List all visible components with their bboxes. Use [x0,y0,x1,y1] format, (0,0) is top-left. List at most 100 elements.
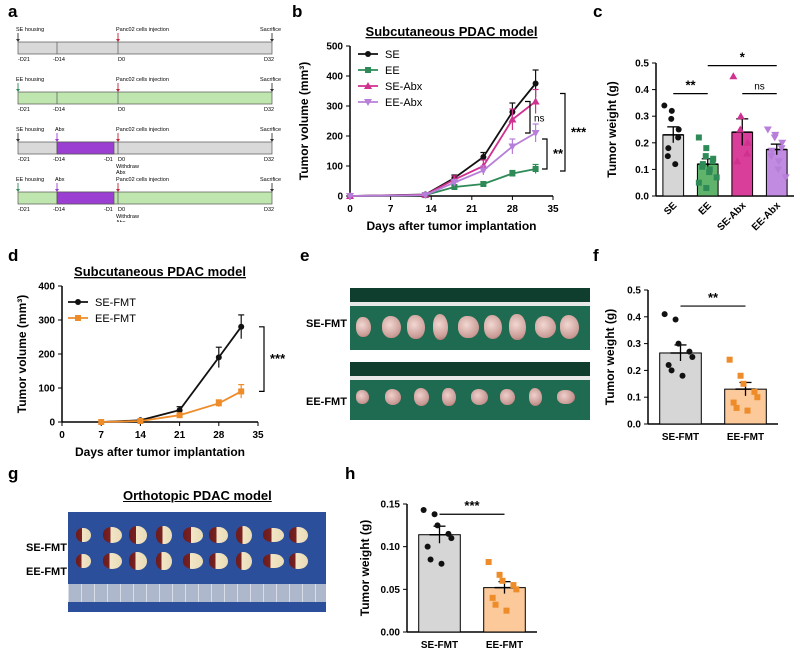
label-withdraw-abx: Abx [116,220,126,222]
timeline-bar [17,141,273,155]
data-point [508,143,517,151]
panel-label-g: g [8,464,19,483]
bar-group-ee-fmt [483,559,526,633]
data-point [421,192,430,200]
sig-se-ee: ** [685,78,696,93]
data-point [431,511,438,518]
x-tick-label: 35 [252,430,264,441]
tumor-row-g-se [76,525,316,546]
legend-marker [364,82,372,89]
tumor-sample [384,389,402,405]
data-point [672,316,679,323]
data-point [510,582,517,589]
tumor-photo-e: SE-FMT EE-FMT [298,270,593,430]
y-tick-label: 100 [326,162,343,173]
x-tick-label: SE [662,200,679,217]
tumor-sample [356,389,369,405]
label-injection: Panc02 cells injection [116,27,169,33]
x-tick-label: 14 [426,204,438,215]
y-tick-label: 200 [38,350,55,361]
data-point [424,543,431,550]
data-point [532,80,539,87]
x-axis-label: Days after tumor implantation [75,445,245,459]
bar-chart-f: 0.0 0.1 0.2 0.3 0.4 0.5 Tumor weight (g) SE-FMT… [603,286,778,443]
schedule-row: EE housing Panc02 cells injection Sacrific… [16,77,281,113]
data-point [499,577,506,584]
data-point [434,522,441,529]
data-point [508,115,517,123]
photo-row-label-ee: EE-FMT [306,396,347,408]
bar-group-ee [695,134,720,197]
data-point [176,412,183,419]
data-point [238,388,245,395]
data-point [777,145,786,153]
photo-g-board [68,512,326,612]
y-tick-label: 0.3 [635,112,649,123]
legend-marker [365,67,371,73]
data-point [740,380,747,387]
sig-ns: ns [754,82,765,93]
schedule-row: SE housing Panc02 cells injection Sacrific… [16,127,281,176]
data-point [686,348,693,355]
y-tick-label: 400 [38,282,55,293]
data-point [215,354,222,361]
tumor-sample [528,388,543,406]
series-line [349,100,537,197]
data-point [733,404,740,411]
data-point [445,530,452,537]
tumor-sample [155,551,172,571]
data-point [664,153,671,160]
bar-group-se-abx [729,72,754,197]
x-tick-label: SE-Abx [715,200,748,233]
tumor-sample [262,527,284,543]
data-point [730,399,737,406]
data-point [703,145,710,152]
injection-arrowhead [116,89,120,92]
data-point [672,161,679,168]
x-tick-label: EE-FMT [486,640,523,651]
label-d14: -D14 [53,57,65,63]
label-housing: EE housing [16,177,44,183]
series-line [101,390,242,423]
tumor-sample [560,315,580,339]
schedule-row: EE housing Panc02 cells injection Sacrific… [16,177,281,222]
y-tick-label: 0.4 [627,312,641,323]
sig-fmt: ** [708,290,719,305]
label-housing: SE housing [16,27,44,33]
y-axis-label: Tumor weight (g) [603,309,617,405]
data-point [706,169,713,176]
data-point [744,407,751,414]
data-point [480,181,487,187]
label-housing: SE housing [16,127,44,133]
y-tick-label: 400 [326,72,343,83]
data-point [427,556,434,563]
tumor-sample [499,388,516,406]
bar-group-se-fmt [659,311,702,425]
series-se [347,69,539,199]
x-tick-label: SE-FMT [662,432,699,443]
tumor-sample [155,525,172,545]
panel-label-d: d [8,246,19,265]
tumor-sample [557,389,576,405]
data-point [702,153,709,160]
data-point [733,157,742,165]
data-point [479,167,488,175]
data-point [713,174,720,181]
tumor-sample [483,314,503,340]
data-point [448,535,455,542]
sacrifice-arrowhead [270,39,274,42]
y-axis-label: Tumor volume (mm³) [15,295,29,413]
series-line [349,168,536,197]
tumor-photo-g: Orthotopic PDAC model SE-FMT EE-FMT [18,486,328,616]
tumor-sample [262,553,284,569]
label-d32: D32 [264,207,274,213]
photo-g-row-label-ee: EE-FMT [26,566,67,578]
x-tick-label: 7 [98,430,104,441]
tumor-sample [235,526,253,544]
x-tick-label: 14 [135,430,147,441]
x-tick-label: 35 [547,204,559,215]
x-tick-label: 0 [347,204,353,215]
y-axis-label: Tumor volume (mm³) [297,62,311,180]
data-point [98,419,105,425]
panel-label-c: c [593,2,603,21]
